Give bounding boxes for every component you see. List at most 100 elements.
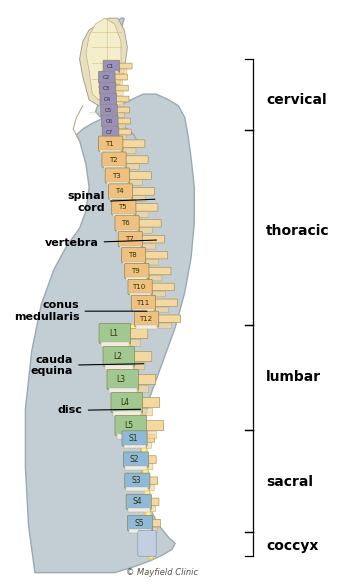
Text: L5: L5 bbox=[125, 421, 134, 430]
FancyBboxPatch shape bbox=[142, 243, 155, 249]
Text: T11: T11 bbox=[136, 300, 149, 306]
FancyBboxPatch shape bbox=[138, 374, 156, 384]
FancyBboxPatch shape bbox=[115, 216, 139, 231]
FancyBboxPatch shape bbox=[105, 168, 130, 183]
FancyBboxPatch shape bbox=[133, 195, 146, 201]
Text: C6: C6 bbox=[105, 119, 113, 123]
FancyBboxPatch shape bbox=[130, 180, 142, 185]
Bar bbox=[107, 182, 128, 185]
FancyBboxPatch shape bbox=[148, 267, 171, 275]
Bar bbox=[100, 82, 114, 84]
Text: sacral: sacral bbox=[266, 475, 313, 489]
FancyBboxPatch shape bbox=[101, 104, 117, 116]
FancyBboxPatch shape bbox=[102, 152, 126, 167]
Text: L2: L2 bbox=[113, 352, 122, 361]
Polygon shape bbox=[26, 18, 194, 573]
FancyBboxPatch shape bbox=[118, 129, 131, 135]
FancyBboxPatch shape bbox=[107, 370, 139, 390]
Text: C3: C3 bbox=[103, 85, 110, 91]
FancyBboxPatch shape bbox=[149, 477, 157, 484]
Bar bbox=[110, 198, 131, 201]
Text: disc: disc bbox=[58, 405, 140, 415]
Text: cervical: cervical bbox=[266, 93, 327, 107]
Text: T4: T4 bbox=[115, 188, 124, 194]
FancyBboxPatch shape bbox=[112, 199, 136, 215]
FancyBboxPatch shape bbox=[151, 506, 156, 512]
FancyBboxPatch shape bbox=[145, 252, 168, 259]
Text: spinal
cord: spinal cord bbox=[68, 191, 155, 213]
FancyBboxPatch shape bbox=[108, 184, 133, 199]
Bar bbox=[133, 309, 154, 313]
Text: coccyx: coccyx bbox=[266, 539, 318, 553]
Bar bbox=[103, 126, 117, 128]
FancyBboxPatch shape bbox=[147, 443, 152, 448]
Polygon shape bbox=[86, 18, 121, 100]
Text: © Mayfield Clinic: © Mayfield Clinic bbox=[126, 568, 199, 577]
Text: T7: T7 bbox=[125, 236, 134, 242]
Text: T8: T8 bbox=[128, 252, 137, 258]
Text: L4: L4 bbox=[121, 398, 130, 407]
FancyBboxPatch shape bbox=[99, 71, 115, 83]
FancyBboxPatch shape bbox=[146, 421, 164, 431]
FancyBboxPatch shape bbox=[125, 156, 148, 163]
FancyBboxPatch shape bbox=[119, 135, 126, 139]
Bar bbox=[130, 293, 151, 297]
FancyBboxPatch shape bbox=[126, 494, 151, 510]
FancyBboxPatch shape bbox=[116, 102, 124, 106]
Text: C2: C2 bbox=[102, 74, 109, 80]
Text: T9: T9 bbox=[131, 268, 140, 274]
FancyBboxPatch shape bbox=[138, 386, 149, 393]
FancyBboxPatch shape bbox=[141, 398, 160, 408]
FancyBboxPatch shape bbox=[116, 107, 130, 113]
Text: T12: T12 bbox=[139, 316, 152, 322]
FancyBboxPatch shape bbox=[99, 136, 123, 152]
FancyBboxPatch shape bbox=[136, 212, 149, 217]
FancyBboxPatch shape bbox=[128, 515, 153, 531]
FancyBboxPatch shape bbox=[142, 408, 153, 416]
FancyBboxPatch shape bbox=[111, 393, 142, 412]
Bar bbox=[113, 411, 141, 416]
FancyBboxPatch shape bbox=[101, 115, 118, 127]
Bar bbox=[126, 487, 148, 491]
FancyBboxPatch shape bbox=[117, 113, 125, 118]
FancyBboxPatch shape bbox=[148, 464, 153, 469]
FancyBboxPatch shape bbox=[158, 315, 181, 322]
FancyBboxPatch shape bbox=[114, 74, 128, 80]
FancyBboxPatch shape bbox=[128, 280, 152, 294]
Bar bbox=[125, 466, 147, 470]
Text: T1: T1 bbox=[105, 140, 114, 147]
Text: conus
medullaris: conus medullaris bbox=[14, 300, 147, 322]
FancyBboxPatch shape bbox=[139, 228, 152, 233]
Bar bbox=[117, 434, 145, 439]
Text: C4: C4 bbox=[104, 97, 111, 102]
FancyBboxPatch shape bbox=[156, 307, 169, 313]
Text: L1: L1 bbox=[109, 329, 118, 338]
FancyBboxPatch shape bbox=[122, 140, 145, 147]
Bar bbox=[102, 104, 115, 106]
FancyBboxPatch shape bbox=[117, 118, 131, 124]
Text: lumbar: lumbar bbox=[266, 370, 321, 384]
FancyBboxPatch shape bbox=[146, 259, 159, 265]
Text: T10: T10 bbox=[132, 284, 146, 290]
Text: S4: S4 bbox=[133, 497, 142, 507]
Bar bbox=[123, 445, 146, 449]
Bar bbox=[120, 246, 141, 249]
Bar bbox=[129, 529, 151, 533]
Bar bbox=[113, 214, 134, 218]
Text: L3: L3 bbox=[117, 375, 126, 384]
FancyBboxPatch shape bbox=[123, 148, 136, 154]
FancyBboxPatch shape bbox=[100, 93, 117, 105]
Bar bbox=[136, 325, 157, 329]
FancyBboxPatch shape bbox=[116, 96, 129, 102]
FancyBboxPatch shape bbox=[126, 164, 139, 170]
Polygon shape bbox=[80, 18, 128, 106]
FancyBboxPatch shape bbox=[151, 283, 174, 291]
Text: T6: T6 bbox=[121, 221, 130, 226]
FancyBboxPatch shape bbox=[134, 352, 152, 362]
FancyBboxPatch shape bbox=[150, 498, 159, 505]
FancyBboxPatch shape bbox=[141, 235, 165, 243]
Bar bbox=[101, 92, 114, 95]
FancyBboxPatch shape bbox=[129, 172, 151, 180]
FancyBboxPatch shape bbox=[102, 126, 119, 138]
Bar bbox=[100, 150, 121, 154]
